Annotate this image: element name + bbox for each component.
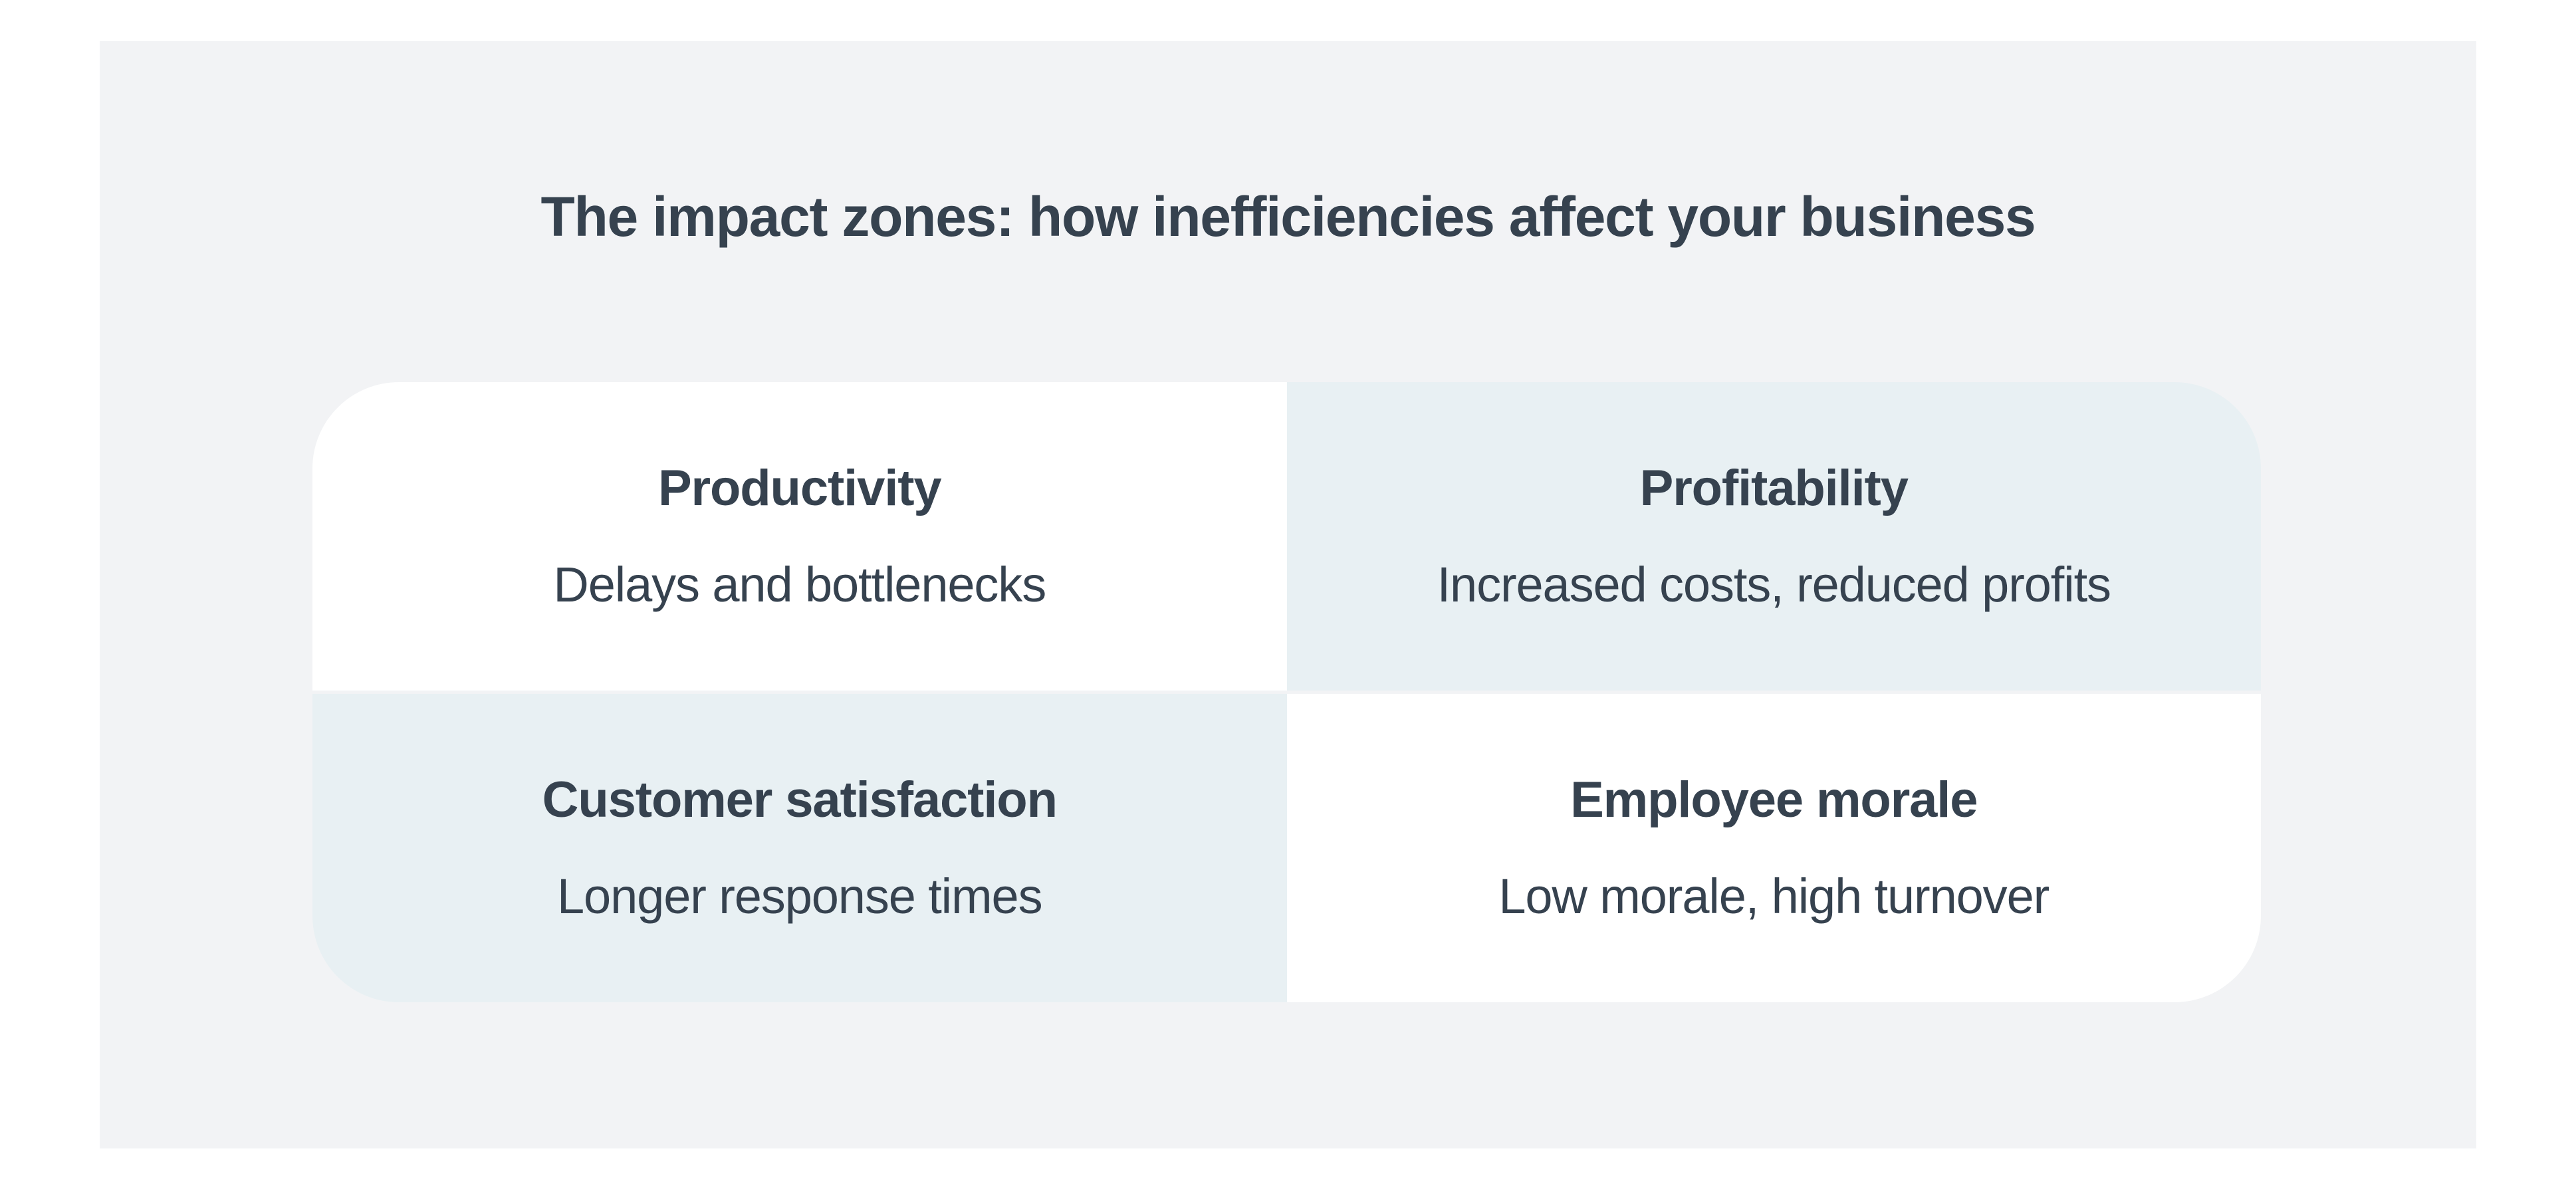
impact-matrix: Productivity Delays and bottlenecks Prof… <box>312 382 2261 1002</box>
quadrant-description: Longer response times <box>557 869 1043 924</box>
quadrant-title: Profitability <box>1639 460 1909 516</box>
quadrant-profitability: Profitability Increased costs, reduced p… <box>1286 382 2261 691</box>
quadrant-title: Productivity <box>657 460 942 516</box>
page-title: The impact zones: how inefficiencies aff… <box>540 185 2036 248</box>
quadrant-customer-satisfaction: Customer satisfaction Longer response ti… <box>312 694 1287 1002</box>
quadrant-title: Customer satisfaction <box>542 772 1058 828</box>
quadrant-description: Low morale, high turnover <box>1498 869 2049 924</box>
quadrant-employee-morale: Employee morale Low morale, high turnove… <box>1286 694 2261 1002</box>
quadrant-description: Increased costs, reduced profits <box>1437 557 2111 612</box>
quadrant-productivity: Productivity Delays and bottlenecks <box>312 382 1287 691</box>
quadrant-description: Delays and bottlenecks <box>553 557 1046 612</box>
quadrant-title: Employee morale <box>1570 772 1978 828</box>
content-panel: The impact zones: how inefficiencies aff… <box>100 41 2476 1148</box>
